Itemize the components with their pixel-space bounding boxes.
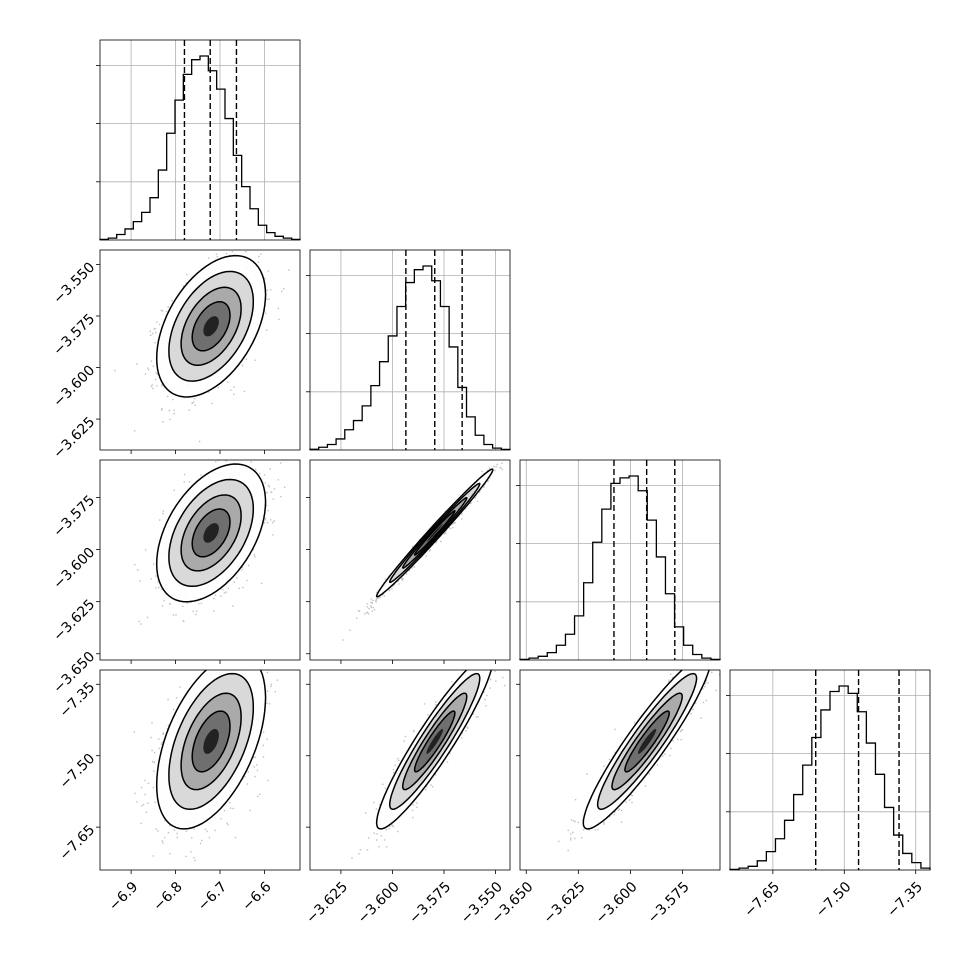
contour-2-1-4	[426, 523, 443, 542]
histogram-line-3	[729, 685, 931, 871]
contour-3-2-4	[638, 728, 657, 754]
density-panel-2-0	[96, 459, 301, 664]
contour-1-0-4	[203, 316, 219, 337]
histogram-frame-2	[519, 459, 721, 661]
histogram-panel-3	[726, 669, 931, 871]
density-content-1-0	[114, 251, 290, 443]
density-panel-3-0	[96, 669, 301, 874]
histogram-panel-1	[306, 249, 511, 451]
y-tick-label-3-1: −7.50	[57, 751, 99, 793]
y-tick-label-3-0: −7.65	[57, 822, 99, 864]
x-tick-label-0-1: −6.8	[150, 879, 185, 914]
x-tick-label-0-0: −6.9	[106, 879, 141, 914]
y-tick-label-1-0: −3.625	[50, 414, 98, 462]
y-tick-label-2-1: −3.625	[50, 597, 98, 645]
density-frame-3-2	[519, 669, 721, 871]
x-tick-label-3-2: −7.35	[884, 879, 926, 921]
density-content-2-0	[134, 460, 286, 625]
density-frame-2-1	[309, 459, 511, 661]
y-tick-label-1-3: −3.550	[50, 259, 98, 307]
contour-3-0-4	[203, 728, 219, 754]
x-tick-label-0-3: −6.6	[239, 879, 274, 914]
x-tick-label-2-1: −3.625	[541, 879, 589, 927]
density-panel-3-1	[306, 669, 511, 874]
y-tick-label-1-1: −3.600	[50, 363, 98, 411]
density-panel-1-0	[96, 249, 301, 454]
density-panel-3-2	[516, 669, 721, 874]
density-content-3-1	[351, 670, 506, 859]
density-frame-2-0	[99, 459, 301, 661]
density-frame-1-0	[99, 249, 301, 451]
x-tick-label-1-2: −3.575	[406, 879, 454, 927]
histogram-frame-1	[309, 249, 511, 451]
density-frame-3-1	[309, 669, 511, 871]
density-frame-3-0	[99, 669, 301, 871]
density-content-2-1	[342, 460, 504, 641]
y-tick-label-1-2: −3.575	[50, 311, 98, 359]
histogram-frame-3	[729, 669, 931, 871]
histogram-line-0	[99, 55, 301, 241]
density-content-3-0	[133, 670, 279, 862]
x-tick-label-3-1: −7.50	[813, 879, 855, 921]
x-tick-label-1-0: −3.625	[303, 879, 351, 927]
contour-3-1-4	[426, 728, 443, 754]
x-tick-label-1-1: −3.600	[355, 879, 403, 927]
y-tick-label-2-2: −3.600	[50, 545, 98, 593]
histogram-line-2	[519, 475, 721, 661]
x-tick-label-2-3: −3.575	[645, 879, 693, 927]
histogram-frame-0	[99, 39, 301, 241]
x-tick-label-0-2: −6.7	[195, 879, 230, 914]
histogram-panel-2	[516, 459, 721, 661]
y-tick-label-2-3: −3.575	[50, 492, 98, 540]
contour-2-0-4	[203, 523, 219, 543]
histogram-line-1	[309, 265, 511, 451]
histogram-panel-0	[96, 39, 301, 241]
density-panel-2-1	[306, 459, 511, 664]
density-content-3-2	[558, 670, 720, 852]
x-tick-label-2-2: −3.600	[593, 879, 641, 927]
x-tick-label-3-0: −7.65	[741, 879, 783, 921]
